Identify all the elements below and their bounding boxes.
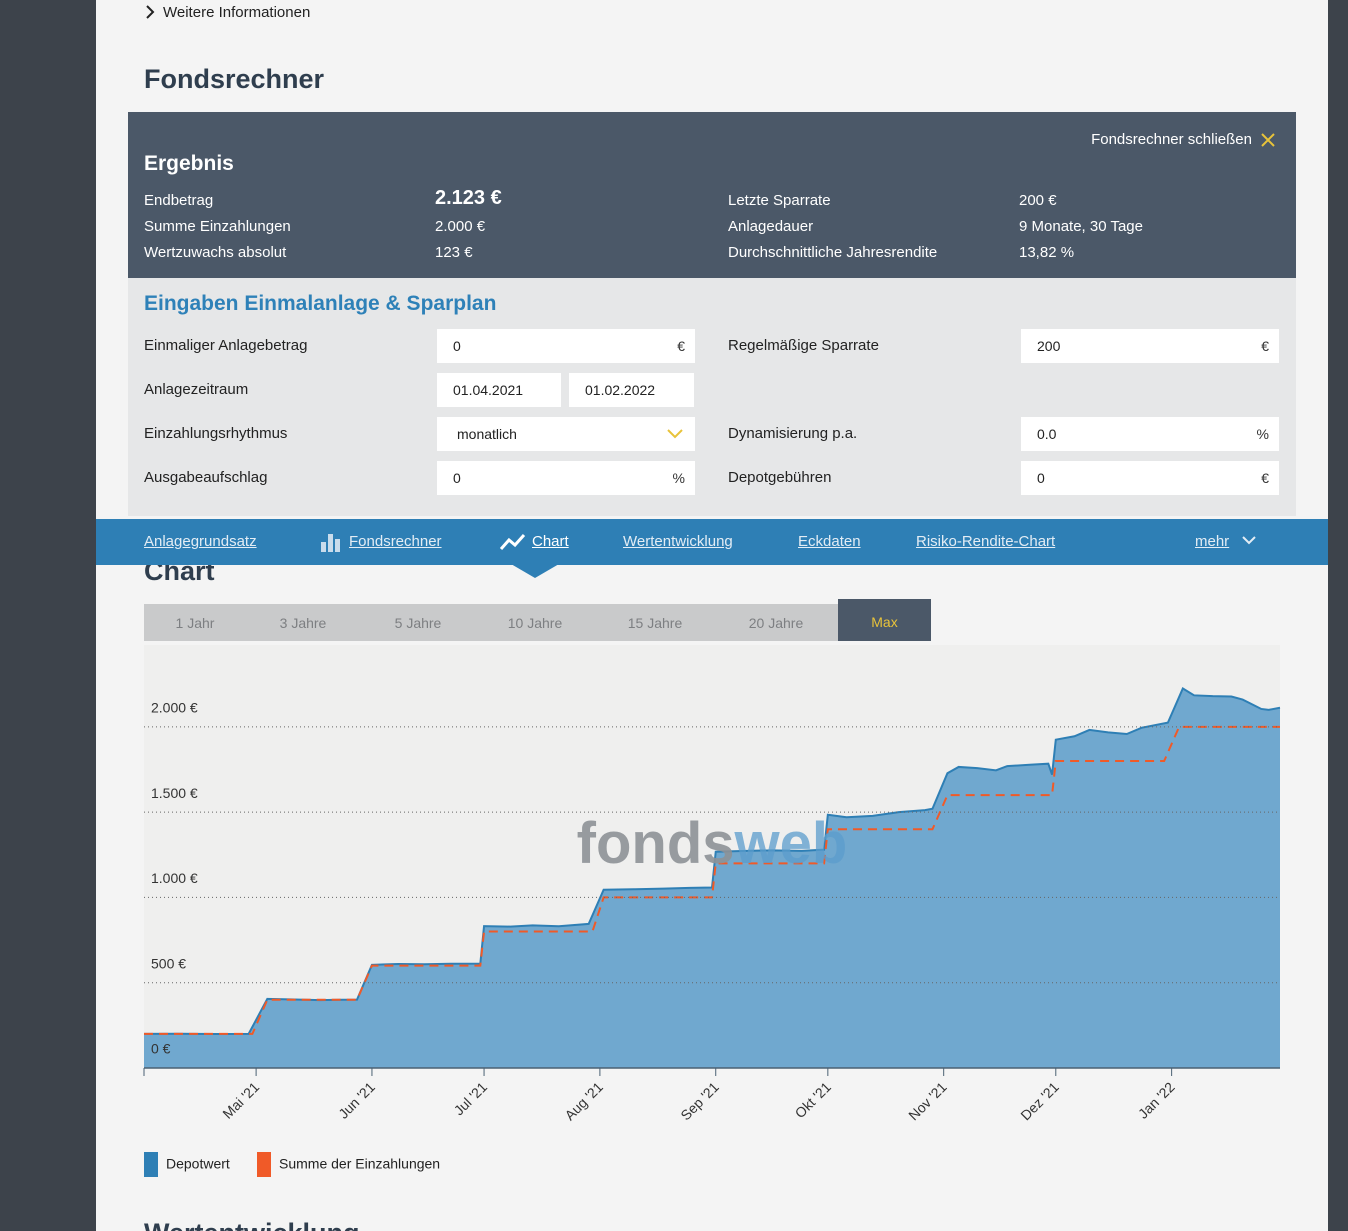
input-value: 01.02.2022 — [585, 382, 656, 398]
nav-link[interactable]: Anlagegrundsatz — [144, 533, 257, 550]
select-input[interactable]: monatlich — [437, 417, 695, 451]
text-input[interactable]: 0.0% — [1021, 417, 1279, 451]
x-tick-label: Jun '21 — [335, 1079, 378, 1122]
result-label: Wertzuwachs absolut — [144, 244, 287, 261]
result-label: Letzte Sparrate — [728, 192, 831, 209]
nav-bar: Anlagegrundsatz Fondsrechner Chart Wertentw… — [96, 519, 1328, 565]
range-button[interactable]: 20 Jahre — [748, 615, 804, 631]
y-tick-label: 1.000 € — [151, 870, 198, 886]
text-input[interactable]: 200 € — [1021, 329, 1279, 363]
area — [144, 688, 1280, 1068]
input-value: monatlich — [457, 426, 517, 442]
x-tick-label: Sep '21 — [677, 1079, 722, 1124]
line — [143, 687, 1281, 1036]
x-tick-label: Aug '21 — [561, 1079, 606, 1124]
result-value: 9 Monate, 30 Tage — [1019, 218, 1143, 235]
range-button-active[interactable]: Max — [838, 599, 931, 641]
result-panel: Fondsrechner schließen Ergebnis Endbetra… — [128, 112, 1296, 278]
nav-link[interactable]: Fondsrechner — [349, 533, 442, 550]
line — [144, 725, 1280, 1035]
text-input[interactable]: 0 € — [437, 329, 695, 363]
result-label: Anlagedauer — [728, 218, 814, 235]
nav-link[interactable]: Eckdaten — [798, 533, 861, 550]
input-value: 01.04.2021 — [453, 382, 524, 398]
page-title: Fondsrechner — [144, 64, 325, 94]
date-input[interactable]: 01.04.2021 — [437, 373, 561, 407]
line-icon — [500, 533, 526, 550]
text-input[interactable]: 0 € — [1021, 461, 1279, 495]
input-unit: € — [677, 338, 685, 354]
input-value: 0.0 — [1037, 426, 1057, 442]
input-value: 0 — [1037, 470, 1045, 486]
select-chevron — [667, 429, 683, 439]
result-value: 13,82 % — [1019, 244, 1075, 261]
close-button[interactable]: Fondsrechner schließen — [1091, 131, 1252, 148]
text-input[interactable]: 0% — [437, 461, 695, 495]
nav-link[interactable]: mehr — [1195, 533, 1230, 550]
input-unit: % — [1256, 426, 1269, 442]
result-value: 200 € — [1019, 192, 1057, 209]
content: Weitere Informationen Fondsrechner Fonds… — [96, 0, 1328, 1231]
x-tick-label: Dez '21 — [1017, 1079, 1062, 1124]
y-tick-label: 1.500 € — [151, 785, 198, 801]
chart: 0 € 500 € 1.000 € 1.500 € 2.000 € Mai '21 Jun … — [143, 645, 1281, 1177]
y-tick-label: 0 € — [151, 1041, 171, 1057]
x-tick-label: Mai '21 — [219, 1079, 262, 1122]
inputs-title: Eingaben Einmalanlage & Sparplan — [144, 292, 497, 315]
result-label: Summe Einzahlungen — [144, 218, 291, 235]
close-icon[interactable] — [1260, 132, 1276, 148]
input-value: 0 — [453, 470, 461, 486]
range-button[interactable]: 10 Jahre — [507, 615, 563, 631]
field-label: Ausgabeaufschlag — [144, 469, 268, 486]
watermark-part: fonds — [577, 811, 735, 876]
chevron-icon — [146, 5, 155, 19]
range-selector: 1 Jahr 3 Jahre 5 Jahre 10 Jahre 15 Jahre 20 J… — [144, 599, 931, 641]
x-tick-label: Okt '21 — [792, 1079, 835, 1122]
field-label: Regelmäßige Sparrate — [728, 337, 879, 354]
watermark: fondsweb — [577, 811, 848, 876]
result-value: 2.000 € — [435, 218, 486, 235]
nav-link[interactable]: Chart — [532, 533, 569, 550]
result-label: Endbetrag — [144, 192, 214, 209]
x-tick-label: Jul '21 — [451, 1079, 491, 1119]
result-label: Durchschnittliche Jahresrendite — [728, 244, 938, 261]
input-unit: € — [1261, 338, 1269, 354]
y-tick-label: 2.000 € — [151, 700, 198, 716]
field-label: Dynamisierung p.a. — [728, 425, 858, 442]
input-value: 0 — [453, 338, 461, 354]
field-label: Anlagezeitraum — [144, 381, 249, 398]
nav-link[interactable]: Risiko-Rendite-Chart — [916, 533, 1056, 550]
legend-label: Depotwert — [166, 1156, 230, 1172]
range-button[interactable]: 3 Jahre — [279, 615, 327, 631]
more-info-link[interactable]: Weitere Informationen — [163, 4, 311, 21]
y-tick-label: 500 € — [151, 955, 186, 971]
result-value: 2.123 € — [435, 187, 502, 209]
legend-swatch — [144, 1152, 158, 1177]
date-input[interactable]: 01.02.2022 — [569, 373, 694, 407]
x-tick-label: Nov '21 — [905, 1079, 950, 1124]
field-label: Depotgebühren — [728, 469, 832, 486]
watermark-part: web — [734, 811, 848, 876]
legend-label: Summe der Einzahlungen — [279, 1156, 440, 1172]
active-tab-pointer — [511, 564, 559, 578]
legend-swatch — [257, 1152, 271, 1177]
nav-link[interactable]: Wertentwicklung — [623, 533, 733, 550]
range-button[interactable]: 15 Jahre — [627, 615, 683, 631]
inputs-panel: Eingaben Einmalanlage & Sparplan Einmali… — [128, 278, 1296, 516]
bar-icon — [321, 534, 340, 552]
x-tick-label: Jan '22 — [1135, 1079, 1178, 1122]
range-button[interactable]: 1 Jahr — [175, 615, 215, 631]
next-section-title: Wertentwicklung — [144, 1218, 360, 1231]
result-value: 123 € — [435, 244, 473, 261]
input-value: 200 — [1037, 338, 1061, 354]
input-unit: % — [672, 470, 685, 486]
field-label: Einzahlungsrhythmus — [144, 425, 288, 442]
field-label: Einmaliger Anlagebetrag — [144, 337, 308, 354]
range-button[interactable]: 5 Jahre — [394, 615, 442, 631]
chevron-down-icon — [1242, 536, 1256, 545]
input-unit: € — [1261, 470, 1269, 486]
result-title: Ergebnis — [144, 152, 234, 175]
